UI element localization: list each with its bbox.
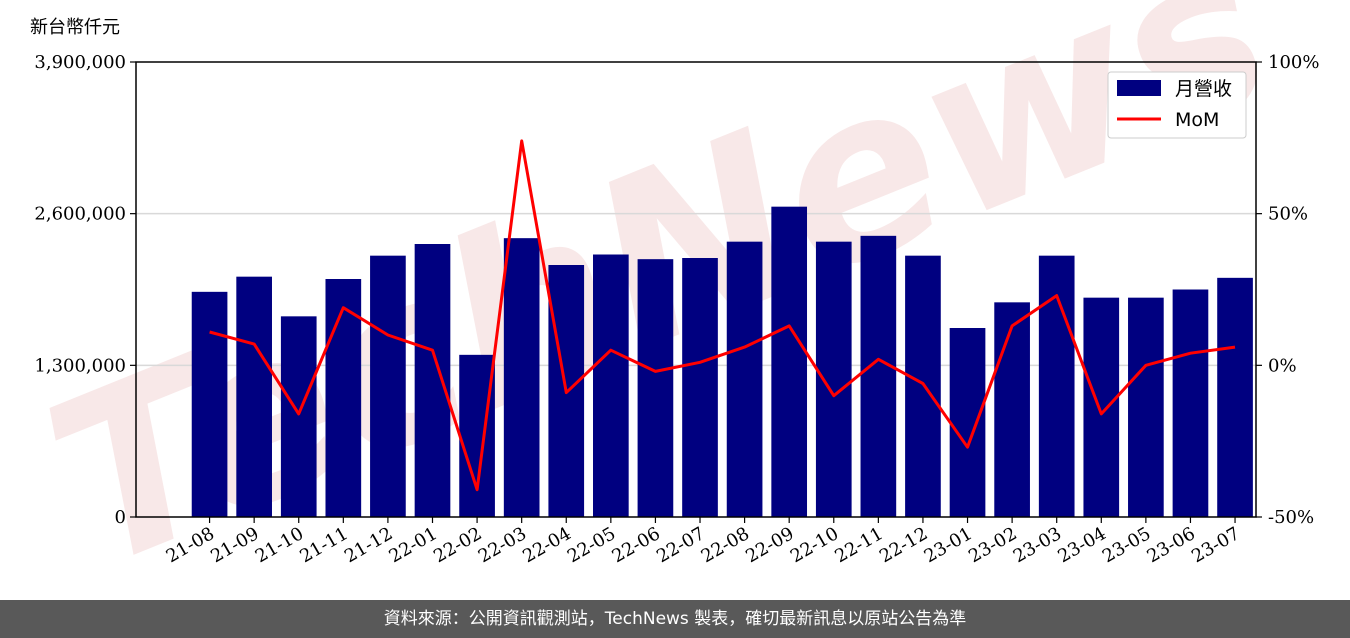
- mom-series-line: [209, 139, 1236, 492]
- bar-23-07: [1217, 277, 1253, 517]
- x-tick-label: 23-06: [1144, 523, 1199, 567]
- bar-22-08: [726, 241, 763, 517]
- x-tick-label: 22-11: [831, 523, 886, 567]
- x-tick-label: 22-08: [698, 523, 753, 567]
- bar-22-06: [637, 259, 674, 517]
- y-left-tick-label: 1,300,000: [34, 355, 126, 376]
- bar-22-11: [860, 235, 897, 518]
- y-right-tick-label: 100%: [1268, 52, 1319, 73]
- bar-23-04: [1083, 297, 1120, 517]
- bar-22-01: [414, 244, 451, 517]
- bar-21-08: [191, 291, 228, 517]
- x-tick-label: 23-04: [1054, 523, 1109, 567]
- x-tick-label: 21-12: [341, 523, 396, 567]
- x-tick-label: 22-12: [876, 523, 931, 567]
- legend-label-revenue: 月營收: [1175, 78, 1232, 100]
- x-tick-label: 22-03: [475, 523, 530, 567]
- chart: TechNews 01,300,0002,600,0003,900,000-50…: [17, 0, 1320, 600]
- y-left-tick-label: 2,600,000: [34, 204, 126, 225]
- bar-22-05: [593, 254, 629, 517]
- bar-23-05: [1128, 297, 1164, 517]
- x-tick-label: 22-06: [608, 523, 663, 567]
- x-tick-label: 23-05: [1099, 523, 1154, 567]
- x-tick-label: 22-04: [519, 523, 574, 567]
- legend-swatch-revenue: [1117, 80, 1161, 96]
- bar-22-10: [815, 241, 852, 517]
- bar-23-02: [994, 302, 1030, 517]
- x-tick-label: 23-07: [1188, 523, 1243, 567]
- x-tick-label: 22-01: [386, 523, 441, 567]
- bar-22-07: [682, 258, 718, 517]
- y-right-tick-label: -50%: [1268, 507, 1314, 528]
- x-tick-label: 22-07: [653, 523, 708, 567]
- bars: [191, 206, 1253, 518]
- y-right-tick-label: 50%: [1268, 204, 1308, 225]
- x-tick-label: 22-05: [564, 523, 619, 567]
- bar-21-11: [325, 279, 362, 517]
- plot-frame: [135, 61, 1257, 518]
- bar-22-02: [459, 354, 495, 517]
- y-left-tick-label: 3,900,000: [34, 52, 126, 73]
- x-tick-label: 23-03: [1010, 523, 1065, 567]
- bar-21-10: [280, 316, 317, 517]
- mom-line: [209, 139, 1236, 492]
- x-tick-label: 22-09: [742, 523, 797, 567]
- bar-22-03: [503, 238, 540, 517]
- x-tick-label: 23-02: [965, 523, 1020, 567]
- bar-21-09: [236, 276, 272, 517]
- footer-source-note: 資料來源：公開資訊觀測站，TechNews 製表，確切最新訊息以原站公告為準: [0, 600, 1350, 638]
- bar-23-01: [949, 328, 986, 517]
- legend-label-mom: MoM: [1175, 109, 1219, 131]
- y-unit-label: 新台幣仟元: [30, 17, 120, 38]
- x-tick-label: 22-10: [787, 523, 842, 567]
- x-tick-label: 22-02: [430, 523, 485, 567]
- x-tick-label: 23-01: [921, 523, 976, 567]
- legend: 月營收 MoM: [1107, 71, 1247, 139]
- bar-23-06: [1172, 289, 1209, 517]
- bar-21-12: [370, 255, 406, 517]
- y-right-tick-label: 0%: [1268, 355, 1297, 376]
- bar-22-09: [771, 206, 808, 517]
- y-left-tick-label: 0: [115, 507, 126, 528]
- bar-22-12: [905, 255, 941, 517]
